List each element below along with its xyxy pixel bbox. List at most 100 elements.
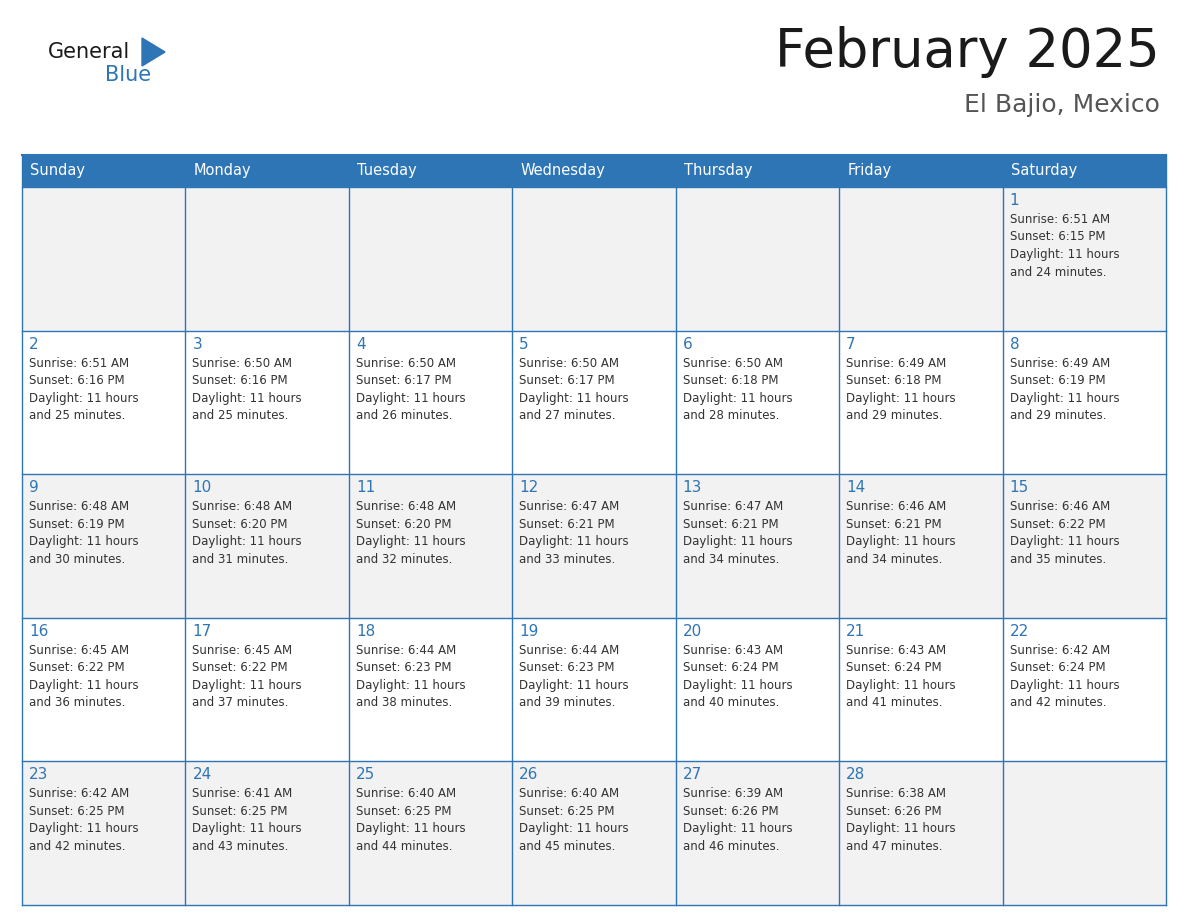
Text: El Bajio, Mexico: El Bajio, Mexico bbox=[965, 93, 1159, 117]
Text: Daylight: 11 hours: Daylight: 11 hours bbox=[356, 535, 466, 548]
Text: Daylight: 11 hours: Daylight: 11 hours bbox=[846, 535, 956, 548]
Text: and 46 minutes.: and 46 minutes. bbox=[683, 840, 779, 853]
Text: 7: 7 bbox=[846, 337, 855, 352]
Text: 12: 12 bbox=[519, 480, 538, 495]
Text: and 42 minutes.: and 42 minutes. bbox=[29, 840, 126, 853]
Text: and 33 minutes.: and 33 minutes. bbox=[519, 553, 615, 565]
Text: Tuesday: Tuesday bbox=[356, 163, 417, 178]
Text: Sunrise: 6:50 AM: Sunrise: 6:50 AM bbox=[192, 356, 292, 370]
Text: Sunset: 6:22 PM: Sunset: 6:22 PM bbox=[1010, 518, 1105, 531]
Text: Sunset: 6:22 PM: Sunset: 6:22 PM bbox=[192, 661, 287, 675]
Polygon shape bbox=[143, 38, 165, 66]
Text: Sunset: 6:19 PM: Sunset: 6:19 PM bbox=[29, 518, 125, 531]
Text: Daylight: 11 hours: Daylight: 11 hours bbox=[29, 678, 139, 692]
Text: Sunrise: 6:43 AM: Sunrise: 6:43 AM bbox=[683, 644, 783, 656]
Text: Sunset: 6:17 PM: Sunset: 6:17 PM bbox=[519, 375, 615, 387]
Bar bbox=[23, 618, 1165, 761]
Text: Daylight: 11 hours: Daylight: 11 hours bbox=[29, 535, 139, 548]
Text: 10: 10 bbox=[192, 480, 211, 495]
Text: Sunset: 6:18 PM: Sunset: 6:18 PM bbox=[846, 375, 942, 387]
Text: and 41 minutes.: and 41 minutes. bbox=[846, 696, 942, 710]
Text: Sunrise: 6:38 AM: Sunrise: 6:38 AM bbox=[846, 788, 946, 800]
Text: Sunrise: 6:47 AM: Sunrise: 6:47 AM bbox=[683, 500, 783, 513]
Text: and 42 minutes.: and 42 minutes. bbox=[1010, 696, 1106, 710]
Text: Sunrise: 6:45 AM: Sunrise: 6:45 AM bbox=[29, 644, 129, 656]
Text: Sunset: 6:23 PM: Sunset: 6:23 PM bbox=[356, 661, 451, 675]
Bar bbox=[23, 475, 1165, 618]
Text: Daylight: 11 hours: Daylight: 11 hours bbox=[192, 535, 302, 548]
Text: and 44 minutes.: and 44 minutes. bbox=[356, 840, 453, 853]
Text: 16: 16 bbox=[29, 624, 49, 639]
Text: 26: 26 bbox=[519, 767, 538, 782]
Bar bbox=[23, 330, 1165, 475]
Text: Sunset: 6:24 PM: Sunset: 6:24 PM bbox=[846, 661, 942, 675]
Text: and 28 minutes.: and 28 minutes. bbox=[683, 409, 779, 422]
Text: 21: 21 bbox=[846, 624, 865, 639]
Text: Sunrise: 6:41 AM: Sunrise: 6:41 AM bbox=[192, 788, 292, 800]
Text: and 27 minutes.: and 27 minutes. bbox=[519, 409, 615, 422]
Text: and 37 minutes.: and 37 minutes. bbox=[192, 696, 289, 710]
Text: Sunset: 6:25 PM: Sunset: 6:25 PM bbox=[192, 805, 287, 818]
Text: Sunrise: 6:46 AM: Sunrise: 6:46 AM bbox=[846, 500, 947, 513]
Text: and 39 minutes.: and 39 minutes. bbox=[519, 696, 615, 710]
Text: Daylight: 11 hours: Daylight: 11 hours bbox=[519, 823, 628, 835]
Text: 13: 13 bbox=[683, 480, 702, 495]
Text: Sunrise: 6:43 AM: Sunrise: 6:43 AM bbox=[846, 644, 947, 656]
Text: Daylight: 11 hours: Daylight: 11 hours bbox=[519, 535, 628, 548]
Text: Sunrise: 6:45 AM: Sunrise: 6:45 AM bbox=[192, 644, 292, 656]
Text: Friday: Friday bbox=[847, 163, 891, 178]
Text: and 40 minutes.: and 40 minutes. bbox=[683, 696, 779, 710]
Text: Daylight: 11 hours: Daylight: 11 hours bbox=[356, 678, 466, 692]
Text: Sunrise: 6:47 AM: Sunrise: 6:47 AM bbox=[519, 500, 619, 513]
Text: Sunset: 6:23 PM: Sunset: 6:23 PM bbox=[519, 661, 614, 675]
Text: Sunset: 6:21 PM: Sunset: 6:21 PM bbox=[519, 518, 615, 531]
Text: Sunset: 6:25 PM: Sunset: 6:25 PM bbox=[29, 805, 125, 818]
Text: Sunset: 6:21 PM: Sunset: 6:21 PM bbox=[683, 518, 778, 531]
Text: Sunset: 6:22 PM: Sunset: 6:22 PM bbox=[29, 661, 125, 675]
Text: and 25 minutes.: and 25 minutes. bbox=[29, 409, 126, 422]
Text: Daylight: 11 hours: Daylight: 11 hours bbox=[192, 678, 302, 692]
Text: Sunset: 6:19 PM: Sunset: 6:19 PM bbox=[1010, 375, 1105, 387]
Text: Daylight: 11 hours: Daylight: 11 hours bbox=[356, 823, 466, 835]
Text: Sunset: 6:16 PM: Sunset: 6:16 PM bbox=[192, 375, 287, 387]
Text: Sunrise: 6:48 AM: Sunrise: 6:48 AM bbox=[192, 500, 292, 513]
Text: Daylight: 11 hours: Daylight: 11 hours bbox=[683, 392, 792, 405]
Text: 6: 6 bbox=[683, 337, 693, 352]
Text: Daylight: 11 hours: Daylight: 11 hours bbox=[683, 535, 792, 548]
Text: Sunrise: 6:48 AM: Sunrise: 6:48 AM bbox=[29, 500, 129, 513]
Text: Sunset: 6:17 PM: Sunset: 6:17 PM bbox=[356, 375, 451, 387]
Text: and 32 minutes.: and 32 minutes. bbox=[356, 553, 453, 565]
Text: Sunrise: 6:49 AM: Sunrise: 6:49 AM bbox=[1010, 356, 1110, 370]
Text: 2: 2 bbox=[29, 337, 39, 352]
Text: Sunrise: 6:42 AM: Sunrise: 6:42 AM bbox=[29, 788, 129, 800]
Text: Sunset: 6:18 PM: Sunset: 6:18 PM bbox=[683, 375, 778, 387]
Text: Wednesday: Wednesday bbox=[520, 163, 605, 178]
Text: 14: 14 bbox=[846, 480, 865, 495]
Text: 20: 20 bbox=[683, 624, 702, 639]
Text: Sunset: 6:16 PM: Sunset: 6:16 PM bbox=[29, 375, 125, 387]
Text: 15: 15 bbox=[1010, 480, 1029, 495]
Text: Sunrise: 6:44 AM: Sunrise: 6:44 AM bbox=[356, 644, 456, 656]
Bar bbox=[23, 187, 1165, 330]
Text: Daylight: 11 hours: Daylight: 11 hours bbox=[29, 823, 139, 835]
Text: and 24 minutes.: and 24 minutes. bbox=[1010, 265, 1106, 278]
Text: and 34 minutes.: and 34 minutes. bbox=[846, 553, 942, 565]
Text: Daylight: 11 hours: Daylight: 11 hours bbox=[846, 823, 956, 835]
Text: Thursday: Thursday bbox=[684, 163, 752, 178]
Text: Saturday: Saturday bbox=[1011, 163, 1076, 178]
Text: Daylight: 11 hours: Daylight: 11 hours bbox=[683, 823, 792, 835]
Text: Sunset: 6:25 PM: Sunset: 6:25 PM bbox=[356, 805, 451, 818]
Text: 4: 4 bbox=[356, 337, 366, 352]
Text: and 26 minutes.: and 26 minutes. bbox=[356, 409, 453, 422]
Text: Sunrise: 6:40 AM: Sunrise: 6:40 AM bbox=[356, 788, 456, 800]
Text: Sunset: 6:21 PM: Sunset: 6:21 PM bbox=[846, 518, 942, 531]
Text: Daylight: 11 hours: Daylight: 11 hours bbox=[192, 823, 302, 835]
Text: Sunrise: 6:50 AM: Sunrise: 6:50 AM bbox=[683, 356, 783, 370]
Text: Sunday: Sunday bbox=[30, 163, 86, 178]
Text: Sunrise: 6:50 AM: Sunrise: 6:50 AM bbox=[356, 356, 456, 370]
Text: 22: 22 bbox=[1010, 624, 1029, 639]
Text: and 30 minutes.: and 30 minutes. bbox=[29, 553, 125, 565]
Text: Daylight: 11 hours: Daylight: 11 hours bbox=[1010, 535, 1119, 548]
Text: and 38 minutes.: and 38 minutes. bbox=[356, 696, 453, 710]
Text: Sunrise: 6:51 AM: Sunrise: 6:51 AM bbox=[1010, 213, 1110, 226]
